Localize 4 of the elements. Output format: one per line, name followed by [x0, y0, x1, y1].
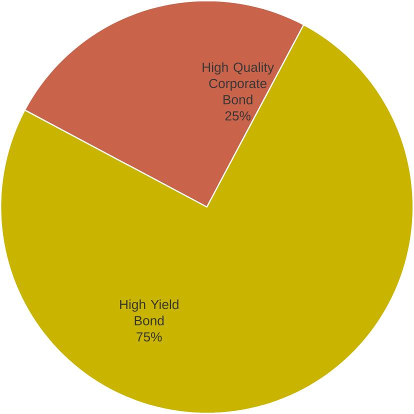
slice-label: High Quality Corporate Bond [202, 62, 274, 104]
slice-label: High Yield Bond [120, 299, 179, 326]
data-label: 25% [225, 111, 251, 121]
data-label: 75% [136, 332, 162, 342]
